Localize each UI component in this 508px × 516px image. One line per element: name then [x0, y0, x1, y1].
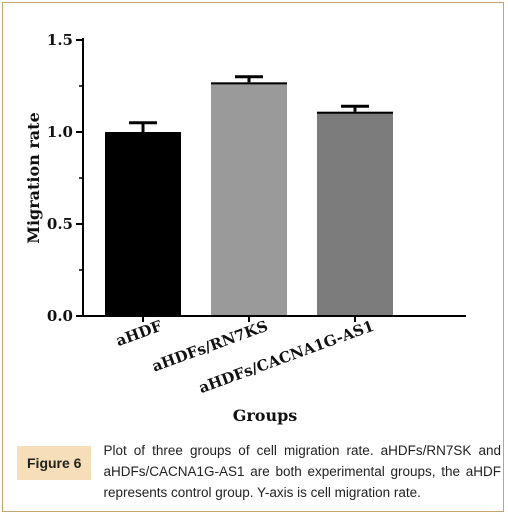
y-axis-label: Migration rate — [24, 112, 43, 243]
bar-1 — [105, 132, 181, 316]
y-tick-label: 0.5 — [47, 215, 73, 233]
x-category-label: aHDF — [114, 317, 165, 350]
x-axis-label: Groups — [233, 406, 298, 425]
y-tick-label: 1.5 — [47, 31, 73, 49]
figure-caption: Figure 6 Plot of three groups of cell mi… — [17, 440, 501, 503]
y-tick-label: 0.0 — [47, 307, 73, 325]
bar-3 — [317, 111, 393, 316]
y-tick-label: 1.0 — [47, 123, 73, 141]
figure-label: Figure 6 — [17, 446, 92, 480]
caption-text: Plot of three groups of cell migration r… — [103, 443, 501, 500]
bar-chart: 0.00.51.01.5 aHDFaHDFs/RN7KSaHDFs/CACNA1… — [24, 31, 466, 425]
figure-frame: 0.0 0.5 1.0 1.5 aHDF aHDFs/RN7KS aHDFs/CACNA1… — [2, 2, 504, 512]
x-category-label: aHDFs/CACNA1G-AS1 — [196, 317, 376, 397]
bar-2 — [211, 82, 287, 316]
